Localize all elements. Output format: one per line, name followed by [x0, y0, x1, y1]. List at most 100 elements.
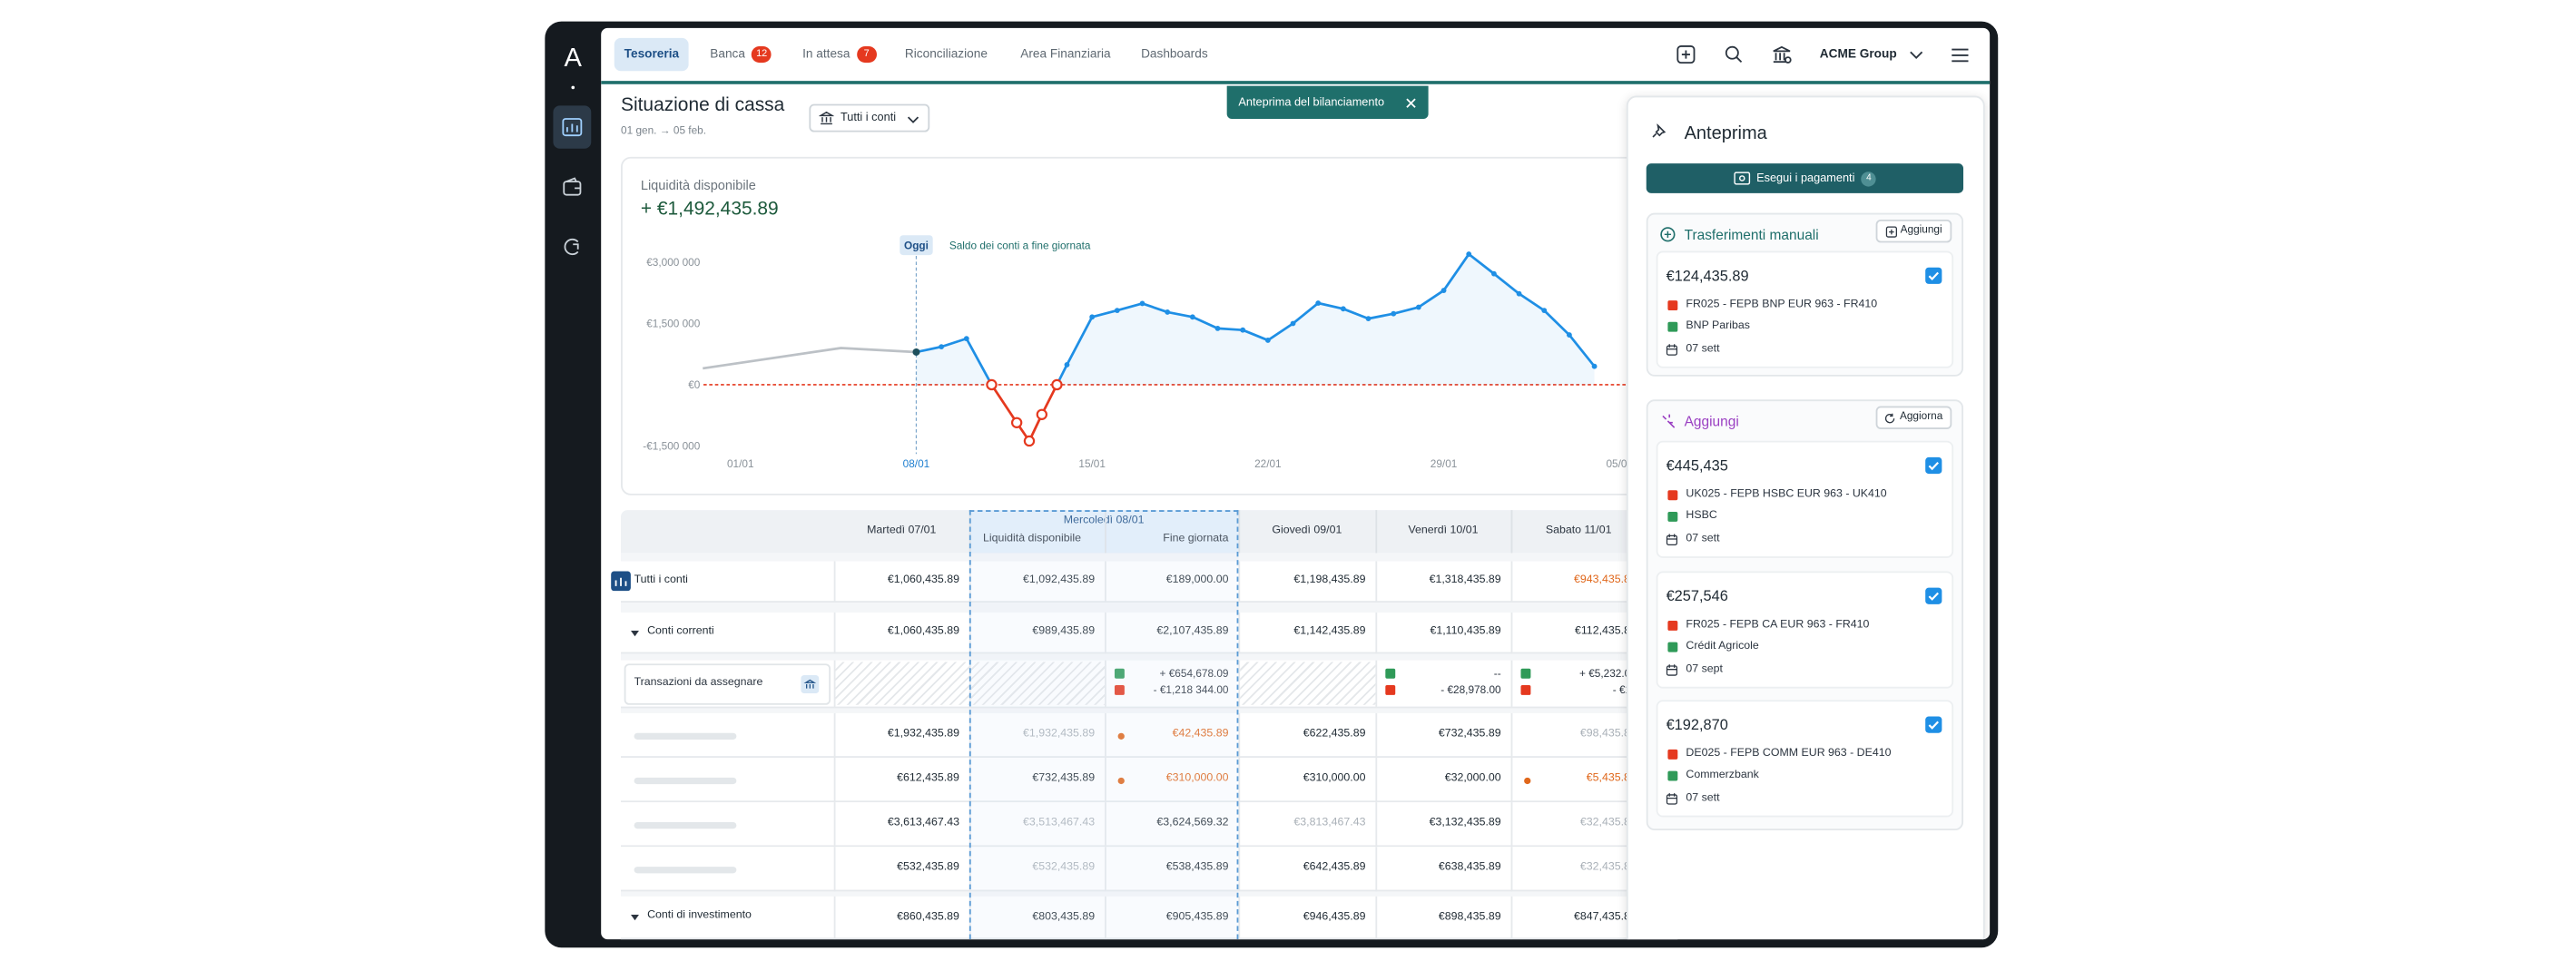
table-cell: €532,435.89	[897, 861, 959, 874]
payment-bank: HSBC	[1686, 510, 1717, 522]
section-button[interactable]: Aggiorna	[1875, 406, 1952, 429]
flow-icon	[1114, 668, 1125, 679]
cell-divider	[1105, 896, 1106, 940]
nav-icon-wallet[interactable]	[562, 177, 584, 201]
nav-tab[interactable]: Riconciliazione	[895, 38, 998, 71]
payment-account: DE025 - FEPB COMM EUR 963 - DE410	[1686, 748, 1892, 760]
cell-divider	[833, 660, 836, 709]
series-point	[1391, 310, 1397, 317]
tab-label: Tesoreria	[624, 46, 680, 62]
assign-icon[interactable]	[801, 675, 820, 697]
payment-card	[1656, 571, 1954, 689]
hatched-cell	[835, 662, 969, 705]
cell-divider	[1510, 758, 1513, 803]
status-dot	[1117, 776, 1125, 784]
x-tick-label: 22/01	[1254, 457, 1282, 470]
flow-icon	[1520, 668, 1531, 679]
nav-tab[interactable]: In attesa 7	[792, 38, 886, 71]
status-dot	[1117, 731, 1125, 740]
table-cell: €3,613,467.43	[887, 817, 959, 829]
x-tick-label: 29/01	[1431, 457, 1458, 470]
icon	[1733, 172, 1750, 185]
series-point	[1165, 309, 1171, 315]
table-cell: €638,435.89	[1438, 861, 1501, 874]
app-main: Tesoreria Banca 12 In attesa 7 Riconciliazion…	[601, 27, 1991, 940]
series-point	[1541, 308, 1548, 314]
cell-divider	[1238, 612, 1241, 654]
nav-icon-reconcile[interactable]	[562, 236, 584, 260]
series-point	[1023, 435, 1036, 447]
cell-divider	[833, 896, 836, 940]
payment-amount: €257,546	[1666, 587, 1728, 604]
icon	[1773, 45, 1792, 64]
nav-tab[interactable]: Area Finanziaria	[1010, 38, 1120, 71]
cell-divider	[1375, 561, 1378, 603]
org-switcher[interactable]: ACME Group	[1820, 48, 1897, 61]
y-tick-label: €0	[688, 378, 701, 391]
cell-divider	[833, 802, 836, 848]
nav-tab[interactable]: Banca 12	[700, 38, 782, 71]
pay-button[interactable]: Esegui i pagamenti 4	[1646, 163, 1964, 193]
tab-badge: 7	[856, 45, 877, 64]
day-header: Venerdì 10/01	[1408, 525, 1479, 537]
payment-checkbox[interactable]	[1925, 587, 1942, 604]
icon	[1666, 664, 1678, 676]
add-button[interactable]	[1676, 44, 1696, 67]
row-caret[interactable]	[630, 913, 640, 925]
flow-icon	[1114, 684, 1125, 695]
row-label: Conti correnti	[647, 625, 714, 638]
tab-label: Area Finanziaria	[1020, 46, 1111, 62]
pin-icon	[1651, 123, 1667, 142]
toast: Anteprima del bilanciamento	[1226, 85, 1429, 119]
cell-divider	[1510, 896, 1513, 940]
icon	[564, 238, 579, 256]
series-point	[1315, 300, 1322, 306]
bank-button[interactable]	[1772, 44, 1792, 67]
page-title: Situazione di cassa	[621, 95, 785, 116]
table-cell: €1,142,435.89	[1293, 625, 1366, 638]
row-label: Tutti i conti	[634, 574, 688, 586]
menu-button[interactable]	[1950, 46, 1970, 68]
table-cell: €3,813,467.43	[1293, 817, 1366, 829]
nav-icon-treasury[interactable]	[553, 105, 592, 149]
icon	[1662, 414, 1676, 428]
payment-bank: BNP Paribas	[1686, 319, 1750, 332]
cell-divider	[1375, 896, 1378, 940]
series-point	[1490, 270, 1497, 277]
nav-tab[interactable]: Tesoreria	[614, 37, 690, 72]
payment-checkbox[interactable]	[1925, 716, 1942, 733]
toast-close[interactable]	[1405, 97, 1417, 112]
column-divider	[1510, 510, 1513, 554]
tab-label: Dashboards	[1141, 46, 1208, 62]
cell-divider	[1510, 847, 1513, 892]
series-point	[963, 336, 969, 342]
column-divider	[1375, 510, 1378, 554]
bank-icon	[1667, 770, 1678, 781]
payment-card	[1656, 250, 1954, 368]
payment-date: 07 sett	[1686, 533, 1720, 545]
status-dot	[1524, 776, 1531, 784]
cell-divider	[1105, 758, 1106, 803]
section-button[interactable]: Aggiungi	[1875, 219, 1952, 243]
table-cell: €98,435.89	[1579, 728, 1637, 740]
icon	[907, 116, 919, 123]
day-header: Martedì 07/01	[867, 525, 937, 537]
account-icon	[1667, 621, 1678, 631]
cell-divider	[1238, 896, 1241, 940]
select-value: Tutti i conti	[840, 112, 897, 124]
icon	[1406, 98, 1416, 108]
series-point	[1240, 327, 1246, 333]
payment-amount: €445,435	[1666, 456, 1728, 475]
payment-checkbox[interactable]	[1925, 267, 1942, 284]
search-button[interactable]	[1724, 44, 1744, 67]
account-select[interactable]: Tutti i conti	[809, 103, 930, 132]
brand-logo: A	[564, 44, 582, 74]
payment-checkbox[interactable]	[1925, 456, 1942, 475]
series-point	[1365, 316, 1372, 322]
icon	[1928, 721, 1939, 730]
cell-divider	[1238, 802, 1241, 848]
series-point	[1114, 308, 1120, 314]
nav-tab[interactable]: Dashboards	[1131, 38, 1217, 71]
row-caret[interactable]	[630, 629, 640, 641]
table-cell: €310,000.00	[1303, 772, 1366, 785]
